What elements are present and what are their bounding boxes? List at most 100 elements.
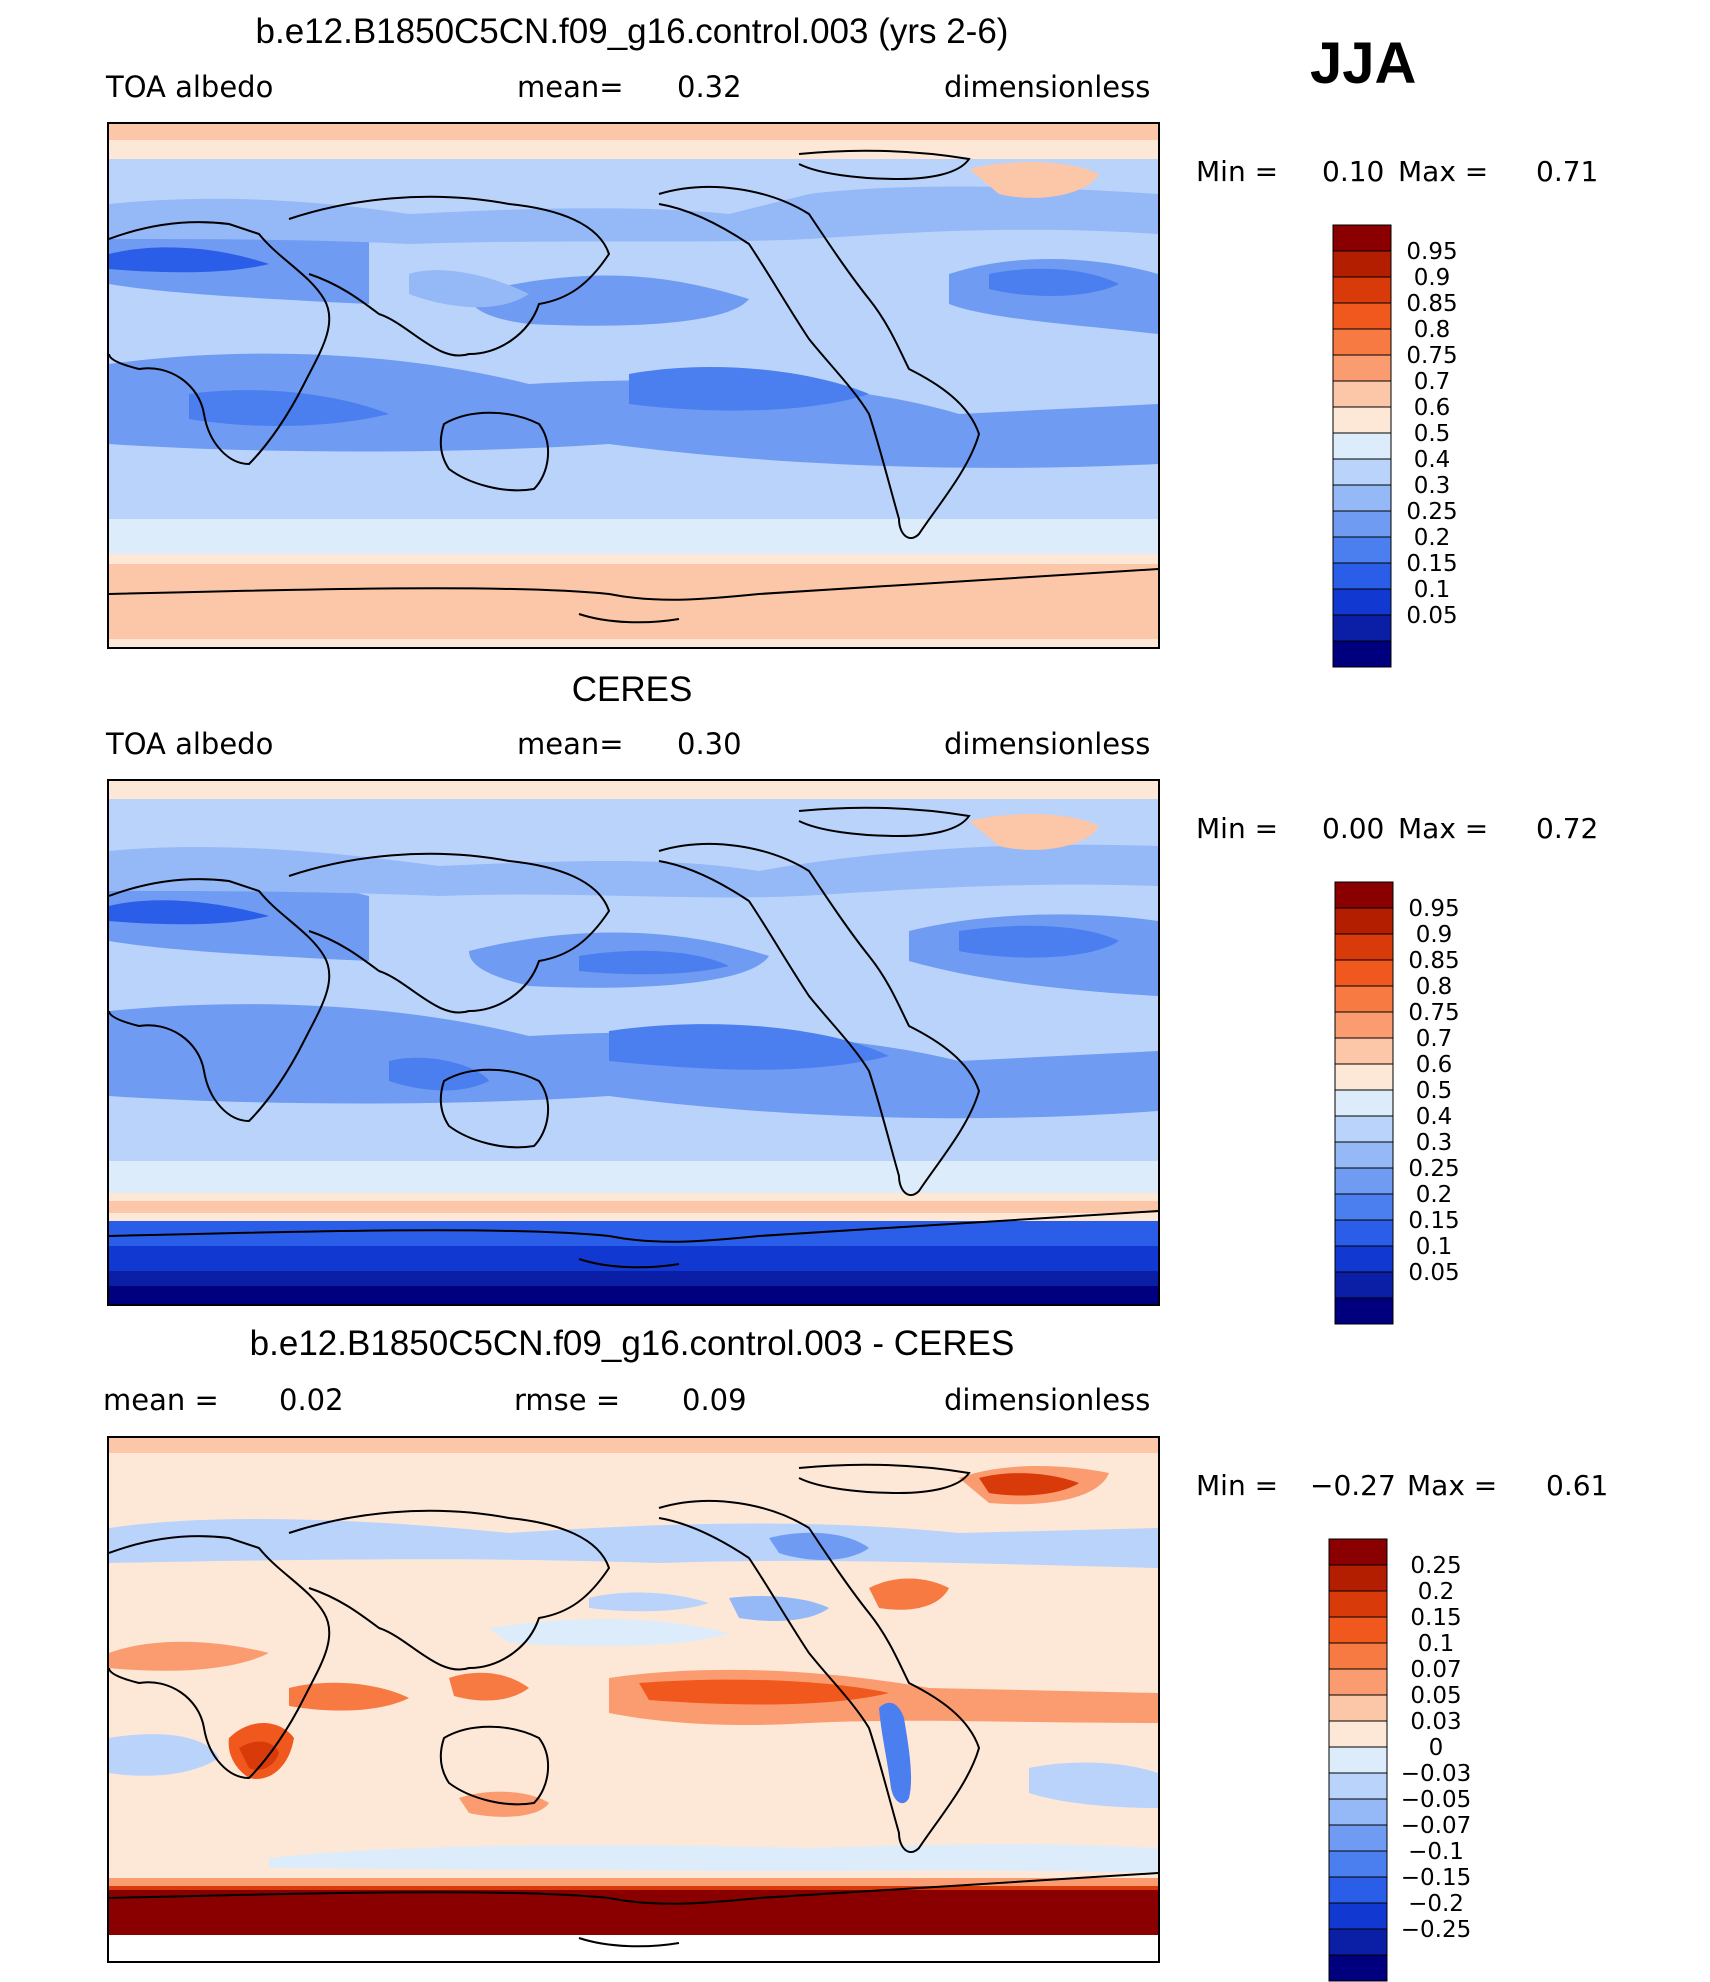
panel3-min-value: −0.27 [1310,1469,1396,1502]
panel2-units: dimensionless [944,727,1151,761]
panel3-colorbar-tick-label: 0.1 [1418,1631,1455,1657]
panel2-colorbar-swatch [1334,1193,1394,1221]
panel2-colorbar-tick-label: 0.2 [1416,1182,1453,1208]
panel3-mean-value: 0.02 [279,1383,344,1417]
panel1-colorbar-swatch [1332,640,1392,668]
panel1-colorbar-swatch [1332,328,1392,356]
panel3-colorbar-tick-label: 0.15 [1410,1605,1461,1631]
panel1-colorbar-swatch [1332,354,1392,382]
panel2-title: CERES [571,670,693,709]
panel2-colorbar-swatch [1334,1037,1394,1065]
panel1-colorbar-swatch [1332,484,1392,512]
panel3-units: dimensionless [944,1383,1151,1417]
panel3-colorbar-tick-label: 0.2 [1418,1579,1455,1605]
panel2-colorbar-tick-label: 0.9 [1416,922,1453,948]
panel3-map [107,1436,1160,1963]
panel1-colorbar-swatch [1332,458,1392,486]
panel2-mean-label: mean= [517,727,624,761]
panel3-colorbar-tick-label: −0.1 [1408,1839,1464,1865]
panel2-colorbar: 0.95 0.9 0.85 0.8 0.75 0.7 0.6 0.5 0.4 0.3 0.25 0.2… [1334,881,1470,1325]
panel2-colorbar-tick-label: 0.05 [1408,1260,1459,1286]
panel2-colorbar-tick-label: 0.6 [1416,1052,1453,1078]
panel1-colorbar-tick-label: 0.7 [1414,369,1451,395]
panel3-colorbar-swatch [1328,1954,1388,1982]
panel3-colorbar-swatch [1328,1590,1388,1618]
panel1-variable: TOA albedo [106,70,274,104]
panel1-colorbar-swatch [1332,432,1392,460]
panel3-colorbar-swatch [1328,1746,1388,1774]
panel2-colorbar-tick-label: 0.25 [1408,1156,1459,1182]
panel2-colorbar-swatch [1334,907,1394,935]
panel1-colorbar-tick-label: 0.4 [1414,447,1451,473]
panel1-colorbar-tick-label: 0.1 [1414,577,1451,603]
panel1-map [107,122,1160,649]
panel2-colorbar-tick-label: 0.8 [1416,974,1453,1000]
panel1-colorbar-swatch [1332,562,1392,590]
panel3-colorbar-tick-label: 0.03 [1410,1709,1461,1735]
panel1-colorbar-tick-label: 0.5 [1414,421,1451,447]
panel2-colorbar-tick-label: 0.7 [1416,1026,1453,1052]
panel3-colorbar-tick-label: −0.15 [1401,1865,1471,1891]
panel1-colorbar-tick-label: 0.3 [1414,473,1451,499]
panel3-colorbar: 0.25 0.2 0.15 0.1 0.07 0.05 0.03 0 −0.03 −0.05 −0.… [1328,1538,1478,1982]
panel2-colorbar-tick-label: 0.85 [1408,948,1459,974]
panel3-colorbar-swatch [1328,1538,1388,1566]
panel3-colorbar-swatch [1328,1850,1388,1878]
panel2-map [107,779,1160,1306]
panel2-max-value: 0.72 [1536,812,1599,845]
panel1-colorbar-tick-label: 0.95 [1406,239,1457,265]
panel3-colorbar-tick-label: −0.25 [1401,1917,1471,1943]
panel1-colorbar-swatch [1332,406,1392,434]
panel2-colorbar-swatch [1334,1089,1394,1117]
panel1-colorbar-swatch [1332,302,1392,330]
panel2-min-label: Min = [1196,812,1279,845]
panel2-colorbar-tick-label: 0.1 [1416,1234,1453,1260]
panel1-mean-label: mean= [517,70,624,104]
panel3-colorbar-swatch [1328,1928,1388,1956]
panel3-rmse-label: rmse = [514,1383,621,1417]
panel1-min-value: 0.10 [1322,155,1385,188]
panel3-colorbar-tick-label: −0.2 [1408,1891,1464,1917]
panel1-colorbar-tick-label: 0.05 [1406,603,1457,629]
panel2-max-label: Max = [1398,812,1489,845]
panel2-variable: TOA albedo [106,727,274,761]
panel1-max-value: 0.71 [1536,155,1599,188]
panel1-colorbar-swatch [1332,250,1392,278]
panel1-colorbar-tick-label: 0.2 [1414,525,1451,551]
panel3-title: b.e12.B1850C5CN.f09_g16.control.003 - CE… [249,1324,1015,1363]
panel3-colorbar-swatch [1328,1772,1388,1800]
panel2-colorbar-swatch [1334,1297,1394,1325]
panel3-mean-label: mean = [103,1383,219,1417]
panel3-colorbar-swatch [1328,1902,1388,1930]
panel2-colorbar-swatch [1334,933,1394,961]
panel1-units: dimensionless [944,70,1151,104]
panel3-colorbar-swatch [1328,1798,1388,1826]
panel1-colorbar-tick-label: 0.6 [1414,395,1451,421]
panel2-colorbar-swatch [1334,1271,1394,1299]
panel1-colorbar: 0.95 0.9 0.85 0.8 0.75 0.7 0.6 0.5 0.4 0.3 0.25 0.2… [1332,224,1468,668]
panel3-colorbar-swatch [1328,1876,1388,1904]
panel1-colorbar-tick-label: 0.75 [1406,343,1457,369]
panel2-colorbar-swatch [1334,959,1394,987]
panel1-colorbar-tick-label: 0.15 [1406,551,1457,577]
panel3-colorbar-swatch [1328,1824,1388,1852]
panel2-colorbar-swatch [1334,1063,1394,1091]
season-label: JJA [1310,31,1417,96]
panel1-max-label: Max = [1398,155,1489,188]
panel1-min-label: Min = [1196,155,1279,188]
panel1-title: b.e12.B1850C5CN.f09_g16.control.003 (yrs… [255,12,1009,51]
panel1-colorbar-tick-label: 0.8 [1414,317,1451,343]
panel3-colorbar-swatch [1328,1694,1388,1722]
panel2-colorbar-tick-label: 0.95 [1408,896,1459,922]
panel1-colorbar-swatch [1332,614,1392,642]
panel1-colorbar-swatch [1332,380,1392,408]
panel2-colorbar-swatch [1334,1011,1394,1039]
panel2-colorbar-tick-label: 0.15 [1408,1208,1459,1234]
panel2-colorbar-tick-label: 0.5 [1416,1078,1453,1104]
panel3-colorbar-tick-label: −0.05 [1401,1787,1471,1813]
panel1-colorbar-swatch [1332,536,1392,564]
panel1-mean-value: 0.32 [677,70,742,104]
panel2-colorbar-swatch [1334,985,1394,1013]
panel3-colorbar-tick-label: 0.05 [1410,1683,1461,1709]
panel3-colorbar-swatch [1328,1720,1388,1748]
